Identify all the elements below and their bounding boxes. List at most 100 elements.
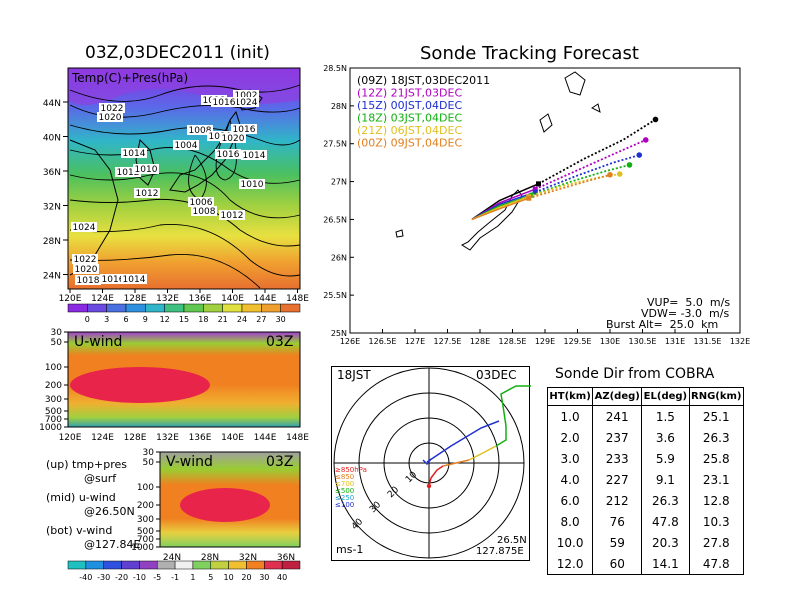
hodograph-trace xyxy=(422,385,531,487)
track-x-label: 131E xyxy=(665,337,685,346)
pressure-label: 1006 xyxy=(190,198,213,208)
pressure-label-bg xyxy=(134,188,160,198)
vwind-colorbar-swatch xyxy=(246,560,265,570)
pressure-label: 1008 xyxy=(193,207,216,217)
track-line-dashed xyxy=(528,173,611,200)
map-lon-label: 124E xyxy=(91,294,114,304)
track-y-label: 26N xyxy=(331,253,347,262)
hodograph-legend-entry: ≤500 xyxy=(335,487,354,495)
pressure-label-bg xyxy=(191,206,217,216)
track-x-label: 129.5E xyxy=(564,337,592,346)
vwind-p-label: 300 xyxy=(137,515,154,525)
vwind-colorbar-label: 20 xyxy=(241,573,251,582)
cobra-table-header-cell: HT(km) xyxy=(546,387,594,406)
vwind-colorbar-swatch xyxy=(174,560,194,570)
vwind-colorbar-swatch xyxy=(103,560,122,570)
korea-coastline xyxy=(135,138,156,186)
track-marker-square xyxy=(529,192,535,198)
uwind-p-label: 200 xyxy=(45,381,62,391)
vwind-title: V-wind xyxy=(166,454,213,470)
hodo-label-units: ms-1 xyxy=(336,543,364,556)
track-x-label: 127E xyxy=(405,337,425,346)
table-cell: 3.6 xyxy=(641,427,690,448)
track-marker-square xyxy=(536,181,541,187)
track-y-label: 27N xyxy=(331,178,347,187)
track-annotation-vup: VUP= 5.0 m/s xyxy=(647,296,731,309)
map-lat-label: 24N xyxy=(43,272,61,282)
track-x-label: 132E xyxy=(730,337,750,346)
cobra-table-title: Sonde Dir from COBRA xyxy=(555,366,715,382)
uwind-p-label: 50 xyxy=(51,338,63,348)
track-legend: (09Z) 18JST,03DEC2011(12Z) 21JST,03DEC(1… xyxy=(357,74,490,150)
pressure-label-bg xyxy=(233,90,259,100)
map-lon-label: 140E xyxy=(221,294,244,304)
vwind-colorbar-swatch xyxy=(139,560,158,570)
track-marker-end xyxy=(626,162,633,168)
pressure-label-bg xyxy=(121,274,147,284)
track-y-ticks: 25N 25.5N 26N 26.5N 27N 27.5N 28N 28.5N xyxy=(323,64,354,338)
track-marker-end xyxy=(636,152,643,158)
map-lon-label: 136E xyxy=(189,294,212,304)
hodograph-origin-dot xyxy=(426,483,432,489)
pressure-label: 1014 xyxy=(123,149,146,159)
pressure-label-bg xyxy=(188,197,214,207)
vwind-colorbar-label: 30 xyxy=(259,573,269,582)
table-cell: 237 xyxy=(592,427,643,448)
pressure-label: 1014 xyxy=(243,151,266,161)
vwind-time: 03Z xyxy=(266,454,294,470)
track-x-label: 127.5E xyxy=(434,337,462,346)
cobra-table-header-cell: RNG(km) xyxy=(688,387,745,406)
colorbar-label: 9 xyxy=(143,315,148,324)
pressure-label: 1020 xyxy=(75,265,98,275)
table-row: 10.0 59 20.3 27.8 xyxy=(546,532,745,553)
table-cell: 3.0 xyxy=(546,448,594,469)
pressure-label-bg xyxy=(215,149,241,159)
track-legend-entry: (21Z) 06JST,04DEC xyxy=(357,124,462,137)
note-mid-a: (mid) u-wind xyxy=(46,491,116,504)
pressure-label-bg xyxy=(231,124,257,134)
vwind-p-label: 700 xyxy=(137,535,154,545)
cobra-table-header: HT(km) AZ(deg) EL(deg) RNG(km) xyxy=(546,387,745,406)
table-cell: 26.3 xyxy=(688,427,745,448)
map-lon-label: 148E xyxy=(286,294,309,304)
vwind-colorbar-label: -20 xyxy=(115,573,128,582)
uwind-lon-label: 136E xyxy=(189,433,212,443)
pressure-label: 1024 xyxy=(235,98,258,108)
vwind-colorbar-swatch xyxy=(281,560,301,570)
hodograph-level-legend: ≥850hPa≤850≤700≤500≤250≤100 xyxy=(335,466,367,509)
uwind-p-label: 700 xyxy=(45,415,62,425)
uwind-lon-label: 124E xyxy=(91,433,114,443)
uwind-lon-label: 132E xyxy=(156,433,179,443)
map-lat-ticks: 44N 40N 36N 32N 28N 24N xyxy=(43,99,68,282)
pressure-label-bg xyxy=(115,167,141,177)
pressure-label: 1010 xyxy=(135,165,158,175)
pressure-label: 1004 xyxy=(175,141,198,151)
table-cell: 60 xyxy=(592,553,643,575)
track-x-label: 128.5E xyxy=(499,337,527,346)
cobra-table: HT(km) AZ(deg) EL(deg) RNG(km) 1.0 241 1.5 25.… xyxy=(546,387,745,575)
vwind-colorbar-swatch xyxy=(192,560,212,570)
vwind-colorbar-swatch xyxy=(210,560,229,570)
map-lat-label: 44N xyxy=(43,99,61,109)
track-x-label: 129E xyxy=(535,337,555,346)
pressure-label: 1018 xyxy=(77,276,100,286)
table-cell: 76 xyxy=(592,511,643,532)
pressure-label-bg xyxy=(220,133,246,143)
note-up-b: @surf xyxy=(84,472,117,485)
track-x-ticks: 126E 126.5E 127E 127.5E 128E 128.5E 129E 129.5E… xyxy=(340,329,750,346)
track-chart: 126E 126.5E 127E 127.5E 128E 128.5E 129E 129.5E… xyxy=(323,64,750,346)
pressure-label: 1014 xyxy=(123,275,146,285)
vwind-lat-ticks: 24N 28N 32N 36N xyxy=(163,553,295,563)
table-cell: 26.3 xyxy=(641,490,690,511)
pressure-label: 1012 xyxy=(221,211,244,221)
colorbar-label: 24 xyxy=(237,315,247,324)
map-colorbar: 0 3 6 9 12 15 18 21 24 27 30 xyxy=(67,303,301,324)
cobra-table-header-cell: EL(deg) xyxy=(641,387,690,406)
table-cell: 47.8 xyxy=(688,553,745,575)
colorbar-swatch xyxy=(280,303,301,313)
pressure-label: 1016 xyxy=(102,275,125,285)
pressure-label-bg xyxy=(71,222,97,232)
uwind-lon-label: 140E xyxy=(221,433,244,443)
vwind-p-label: 100 xyxy=(137,483,154,493)
